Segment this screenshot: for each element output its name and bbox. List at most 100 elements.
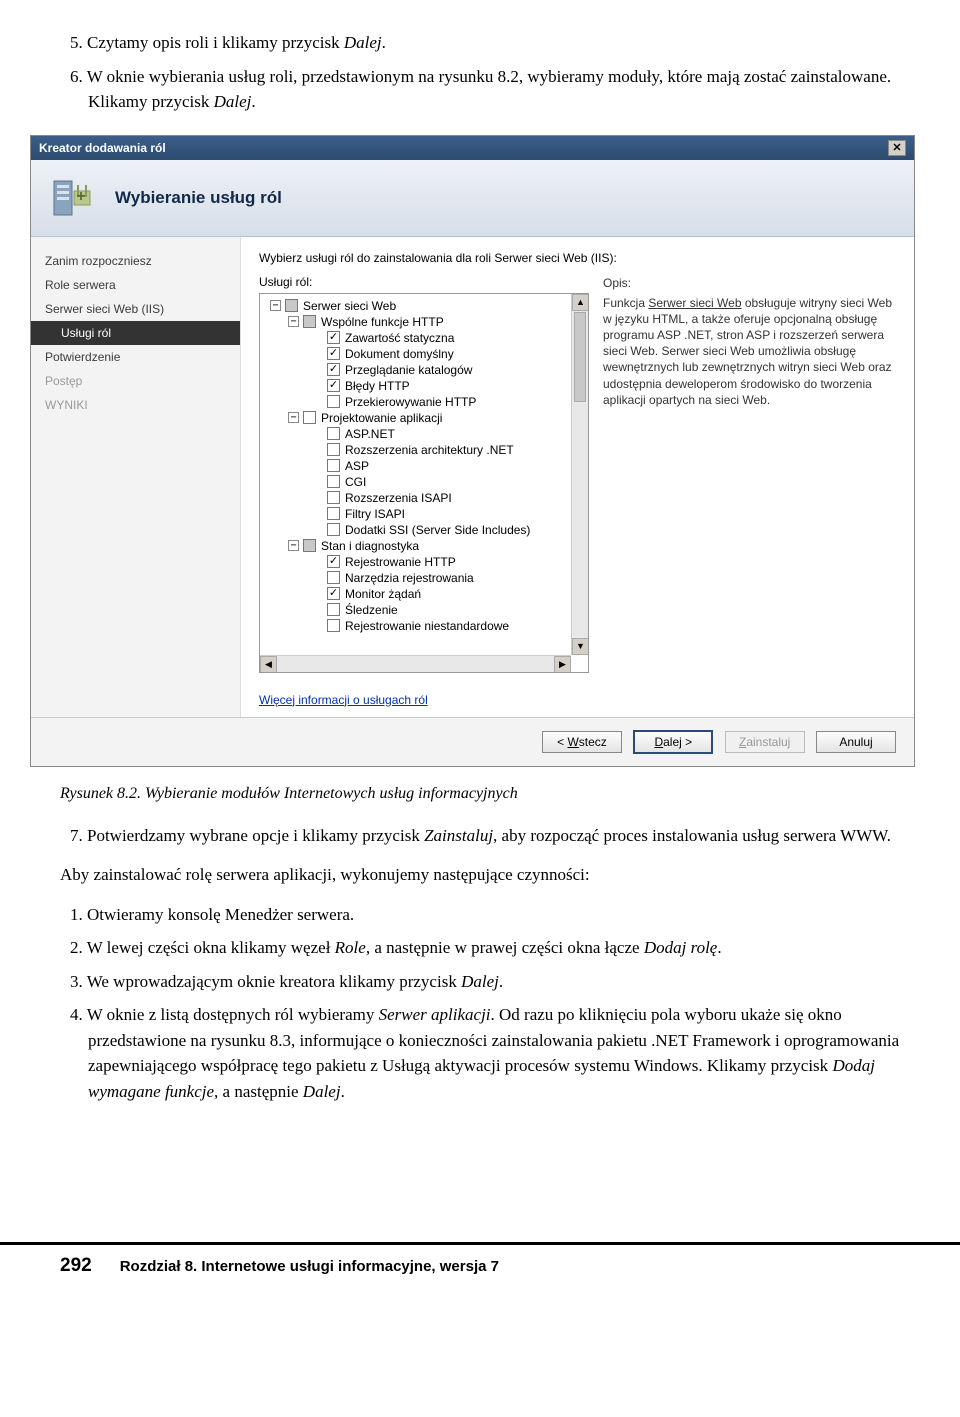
tree-item-label: Monitor żądań	[345, 587, 421, 601]
tree-row[interactable]: Zawartość statyczna	[264, 330, 588, 346]
window-title: Kreator dodawania ról	[39, 141, 166, 155]
checkbox[interactable]	[303, 315, 316, 328]
scroll-thumb[interactable]	[574, 312, 586, 402]
sidebar-item[interactable]: Potwierdzenie	[31, 345, 240, 369]
num-4: 4. W oknie z listą dostępnych ról wybier…	[70, 1002, 900, 1104]
figure-caption: Rysunek 8.2. Wybieranie modułów Internet…	[60, 785, 900, 803]
tree-row[interactable]: − Wspólne funkcje HTTP	[264, 314, 588, 330]
sidebar-item: Postęp	[31, 369, 240, 393]
paragraph: Aby zainstalować rolę serwera aplikacji,…	[60, 862, 900, 888]
tree-row[interactable]: − Stan i diagnostyka	[264, 538, 588, 554]
checkbox[interactable]	[327, 587, 340, 600]
scroll-right-icon[interactable]: ▶	[554, 656, 571, 673]
tree-row[interactable]: Przeglądanie katalogów	[264, 362, 588, 378]
scroll-down-icon[interactable]: ▼	[572, 638, 589, 655]
expand-icon[interactable]: −	[288, 540, 299, 551]
checkbox[interactable]	[327, 347, 340, 360]
checkbox[interactable]	[327, 523, 340, 536]
scroll-left-icon[interactable]: ◀	[260, 656, 277, 673]
close-icon[interactable]: ✕	[888, 140, 906, 156]
tree-item-label: Zawartość statyczna	[345, 331, 454, 345]
tree-item-label: Rejestrowanie HTTP	[345, 555, 456, 569]
tree-row[interactable]: − Projektowanie aplikacji	[264, 410, 588, 426]
tree-row[interactable]: Śledzenie	[264, 602, 588, 618]
scroll-up-icon[interactable]: ▲	[572, 294, 589, 311]
wizard-sidebar: Zanim rozpocznieszRole serweraSerwer sie…	[31, 237, 241, 717]
chapter-title: Rozdział 8. Internetowe usługi informacy…	[120, 1258, 499, 1275]
sidebar-item[interactable]: Role serwera	[31, 273, 240, 297]
tree-item-label: Dokument domyślny	[345, 347, 454, 361]
tree-row[interactable]: Rejestrowanie HTTP	[264, 554, 588, 570]
sidebar-item[interactable]: Usługi ról	[31, 321, 240, 345]
tree-row[interactable]: Dodatki SSI (Server Side Includes)	[264, 522, 588, 538]
checkbox[interactable]	[327, 459, 340, 472]
checkbox[interactable]	[327, 395, 340, 408]
expand-icon[interactable]: −	[288, 316, 299, 327]
vertical-scrollbar[interactable]: ▲ ▼	[571, 294, 588, 655]
checkbox[interactable]	[327, 571, 340, 584]
checkbox[interactable]	[327, 619, 340, 632]
checkbox[interactable]	[303, 539, 316, 552]
page-footer: 292 Rozdział 8. Internetowe usługi infor…	[0, 1242, 960, 1297]
sidebar-item[interactable]: Serwer sieci Web (IIS)	[31, 297, 240, 321]
expand-icon[interactable]: −	[270, 300, 281, 311]
checkbox[interactable]	[327, 363, 340, 376]
tree-item-label: Wspólne funkcje HTTP	[321, 315, 444, 329]
checkbox[interactable]	[327, 475, 340, 488]
description-label: Opis:	[603, 275, 896, 291]
checkbox[interactable]	[285, 299, 298, 312]
next-button[interactable]: Dalej >	[633, 730, 713, 754]
tree-item-label: Stan i diagnostyka	[321, 539, 419, 553]
tree-row[interactable]: Monitor żądań	[264, 586, 588, 602]
role-services-tree[interactable]: −Serwer sieci Web−Wspólne funkcje HTTPZa…	[259, 293, 589, 673]
tree-row[interactable]: Filtry ISAPI	[264, 506, 588, 522]
tree-item-label: Rozszerzenia architektury .NET	[345, 443, 514, 457]
step-5: 5. Czytamy opis roli i klikamy przycisk …	[70, 30, 900, 56]
tree-row[interactable]: − Serwer sieci Web	[264, 298, 588, 314]
wizard-main: Wybierz usługi ról do zainstalowania dla…	[241, 237, 914, 717]
checkbox[interactable]	[327, 603, 340, 616]
cancel-button[interactable]: Anuluj	[816, 731, 896, 753]
tree-row[interactable]: Dokument domyślny	[264, 346, 588, 362]
tree-item-label: Narzędzia rejestrowania	[345, 571, 474, 585]
checkbox[interactable]	[327, 379, 340, 392]
tree-row[interactable]: Rozszerzenia architektury .NET	[264, 442, 588, 458]
back-button[interactable]: < Wstecz	[542, 731, 622, 753]
checkbox[interactable]	[327, 331, 340, 344]
tree-item-label: Projektowanie aplikacji	[321, 411, 442, 425]
tree-item-label: Przekierowywanie HTTP	[345, 395, 476, 409]
tree-item-label: Serwer sieci Web	[303, 299, 396, 313]
horizontal-scrollbar[interactable]: ◀ ▶	[260, 655, 571, 672]
tree-row[interactable]: CGI	[264, 474, 588, 490]
num-3: 3. We wprowadzającym oknie kreatora klik…	[70, 969, 900, 995]
sidebar-item[interactable]: Zanim rozpoczniesz	[31, 249, 240, 273]
svg-text:+: +	[76, 188, 85, 205]
wizard-window: Kreator dodawania ról ✕ + Wybieranie usł…	[30, 135, 915, 767]
page-number: 292	[60, 1255, 92, 1277]
tree-row[interactable]: ASP	[264, 458, 588, 474]
checkbox[interactable]	[327, 443, 340, 456]
tree-row[interactable]: Błędy HTTP	[264, 378, 588, 394]
expand-icon[interactable]: −	[288, 412, 299, 423]
checkbox[interactable]	[327, 427, 340, 440]
step-6: 6. W oknie wybierania usług roli, przeds…	[70, 64, 900, 115]
tree-item-label: Dodatki SSI (Server Side Includes)	[345, 523, 530, 537]
tree-item-label: Rozszerzenia ISAPI	[345, 491, 452, 505]
more-info-link[interactable]: Więcej informacji o usługach ról	[259, 693, 589, 707]
checkbox[interactable]	[327, 491, 340, 504]
tree-item-label: Rejestrowanie niestandardowe	[345, 619, 509, 633]
description-text: Funkcja Serwer sieci Web obsługuje witry…	[603, 295, 896, 408]
tree-row[interactable]: Rejestrowanie niestandardowe	[264, 618, 588, 634]
checkbox[interactable]	[303, 411, 316, 424]
tree-row[interactable]: Przekierowywanie HTTP	[264, 394, 588, 410]
checkbox[interactable]	[327, 555, 340, 568]
wizard-header: + Wybieranie usług ról	[31, 160, 914, 237]
checkbox[interactable]	[327, 507, 340, 520]
titlebar[interactable]: Kreator dodawania ról ✕	[31, 136, 914, 160]
tree-row[interactable]: ASP.NET	[264, 426, 588, 442]
tree-row[interactable]: Narzędzia rejestrowania	[264, 570, 588, 586]
tree-item-label: ASP	[345, 459, 369, 473]
step-7: 7. Potwierdzamy wybrane opcje i klikamy …	[70, 823, 900, 849]
tree-row[interactable]: Rozszerzenia ISAPI	[264, 490, 588, 506]
tree-item-label: Błędy HTTP	[345, 379, 410, 393]
